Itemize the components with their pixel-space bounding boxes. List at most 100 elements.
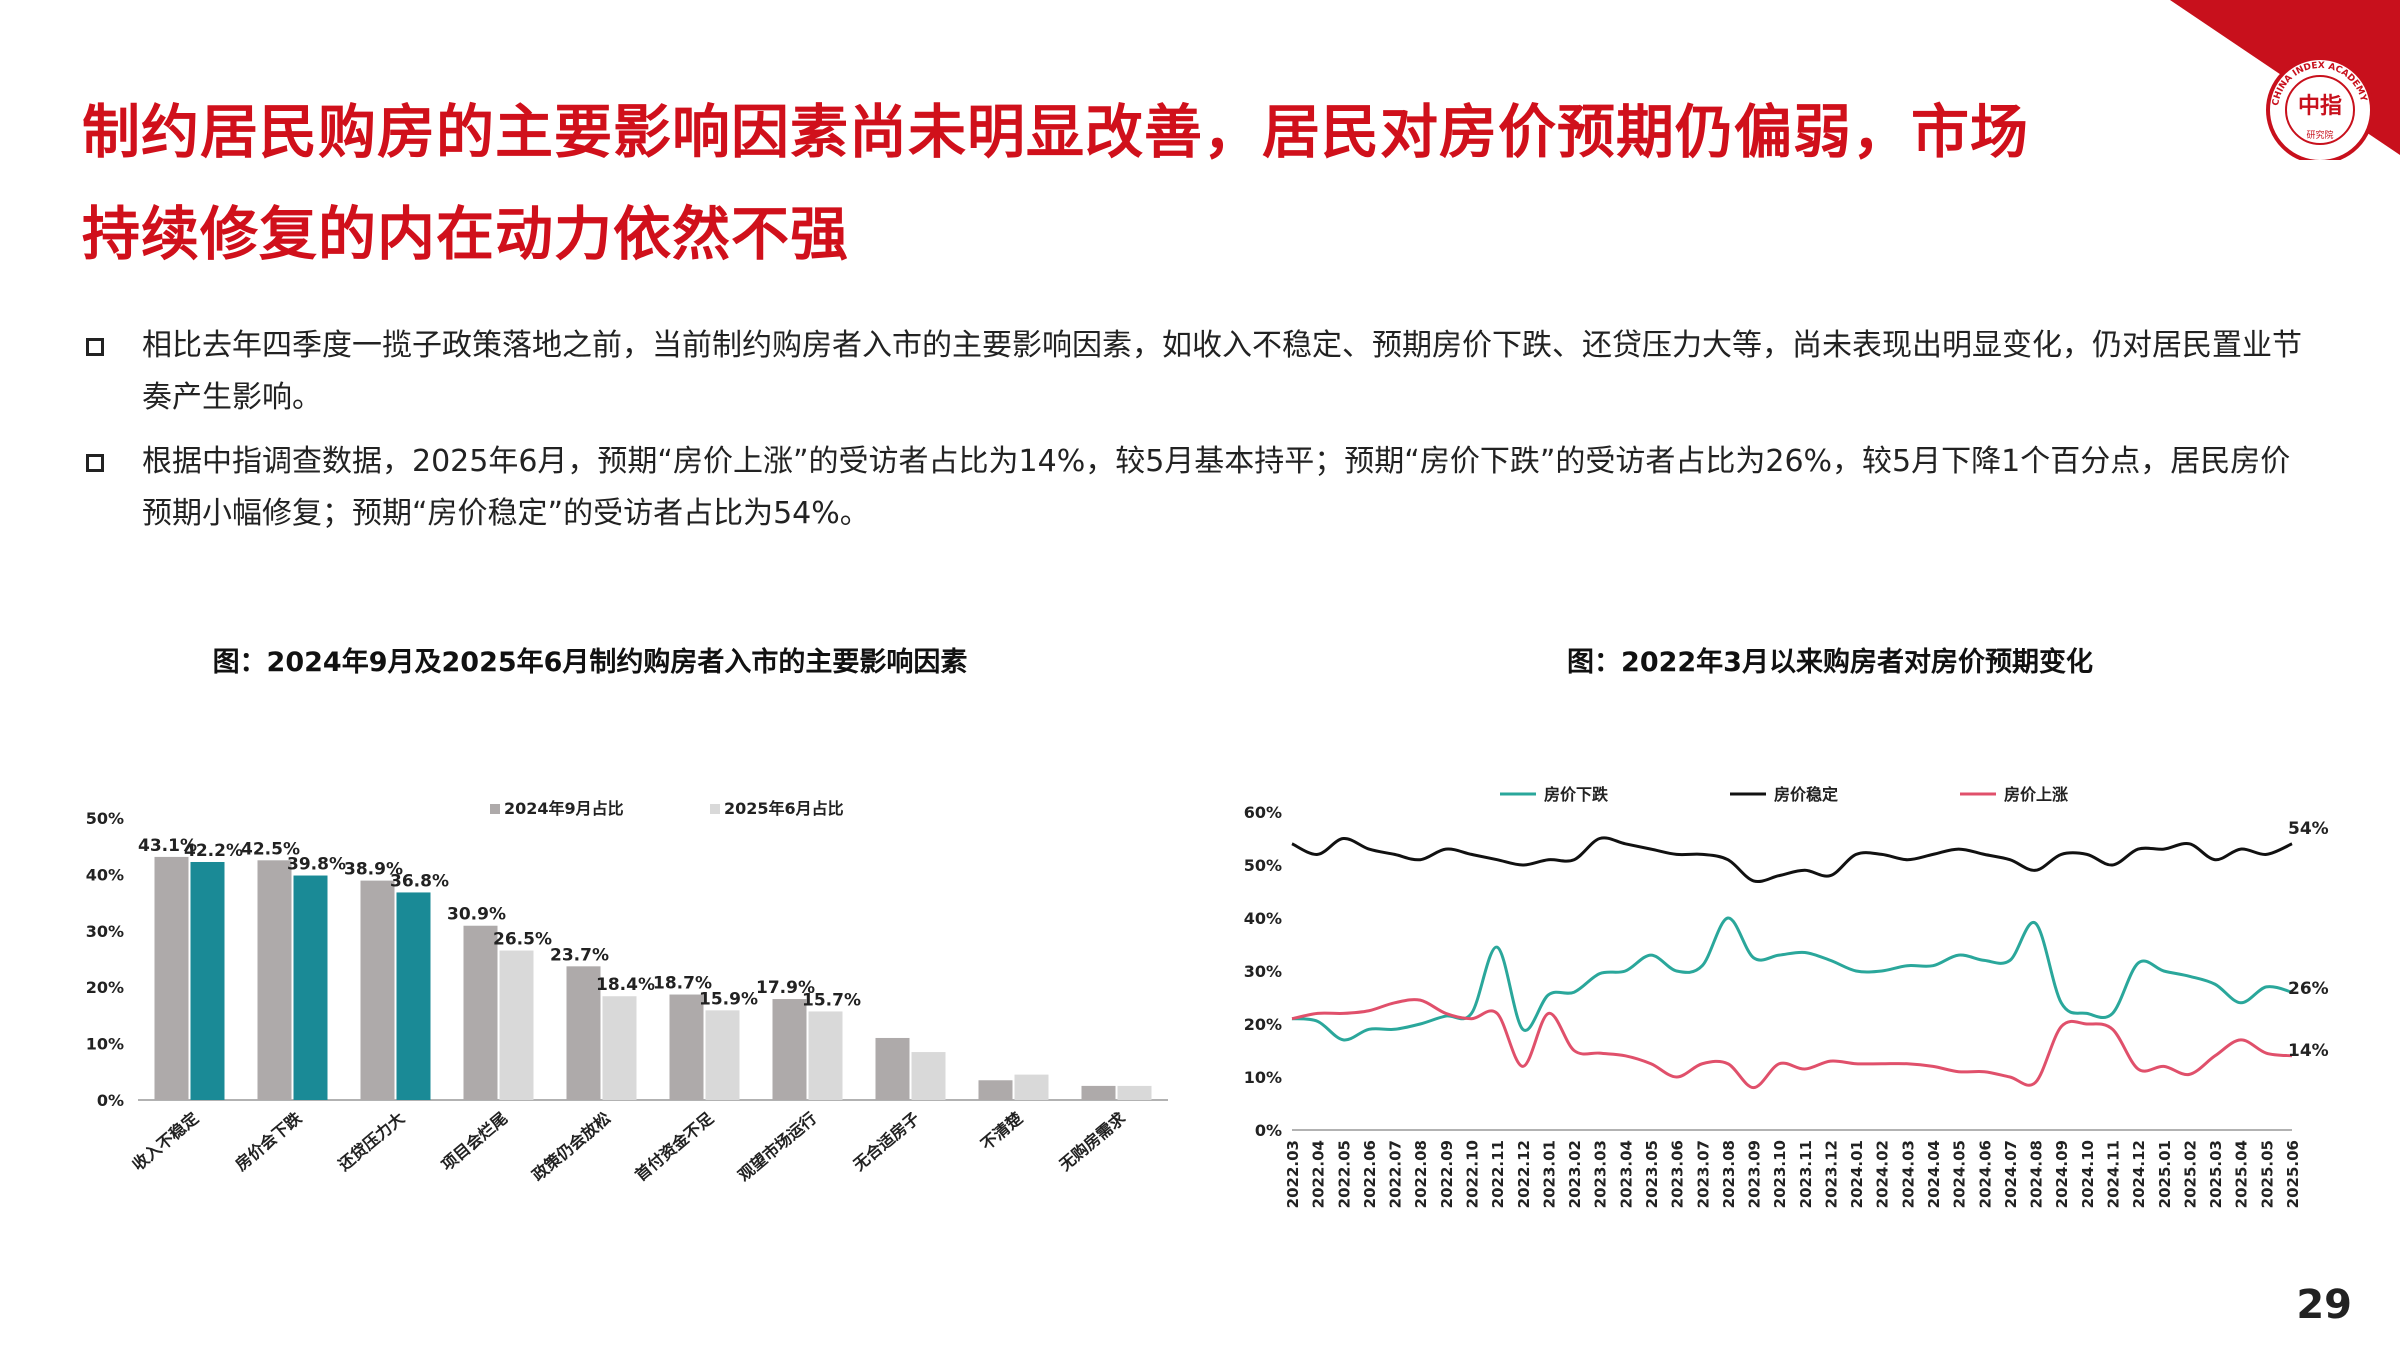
x-category-label: 项目会烂尾 xyxy=(438,1109,512,1175)
x-tick-label: 2023.11 xyxy=(1797,1140,1815,1208)
bar xyxy=(978,1080,1013,1100)
bar xyxy=(1117,1085,1152,1100)
x-tick-label: 2022.04 xyxy=(1310,1140,1328,1208)
bar-value-label: 15.7% xyxy=(802,990,861,1010)
x-tick-label: 2022.10 xyxy=(1463,1140,1481,1208)
bar xyxy=(602,996,637,1100)
series-line xyxy=(1291,836,2293,884)
bar xyxy=(808,1011,843,1100)
legend-swatch xyxy=(710,804,720,814)
legend-label: 房价上涨 xyxy=(2004,785,2068,804)
x-tick-label: 2023.02 xyxy=(1566,1140,1584,1208)
y-tick-label: 40% xyxy=(86,865,124,884)
bar xyxy=(396,892,431,1100)
bar xyxy=(293,875,328,1100)
x-tick-label: 2024.08 xyxy=(2028,1140,2046,1208)
x-tick-label: 2024.01 xyxy=(1848,1140,1866,1208)
x-category-label: 收入不稳定 xyxy=(129,1109,203,1175)
x-tick-label: 2025.06 xyxy=(2284,1140,2302,1208)
x-tick-label: 2024.02 xyxy=(1874,1140,1892,1208)
line-chart-title: 图：2022年3月以来购房者对房价预期变化 xyxy=(1567,647,2093,678)
x-tick-label: 2022.11 xyxy=(1489,1140,1507,1208)
x-tick-label: 2024.07 xyxy=(2002,1140,2020,1208)
x-category-label: 不清楚 xyxy=(977,1108,1027,1154)
x-tick-label: 2024.03 xyxy=(1899,1140,1917,1208)
page-title-line1: 制约居民购房的主要影响因素尚未明显改善，居民对房价预期仍偏弱，市场 xyxy=(82,98,2030,166)
logo-corner: CHINA INDEX ACADEMY 中指 研究院 xyxy=(2170,0,2400,160)
bar-value-label: 18.7% xyxy=(653,974,712,994)
x-tick-label: 2024.10 xyxy=(2079,1140,2097,1208)
x-category-label: 首付资金不足 xyxy=(631,1108,718,1185)
x-tick-label: 2023.12 xyxy=(1822,1140,1840,1208)
legend-label: 房价稳定 xyxy=(1774,785,1838,804)
bar-value-label: 43.1% xyxy=(138,836,197,856)
bar xyxy=(772,999,807,1100)
page-title-line2: 持续修复的内在动力依然不强 xyxy=(82,200,850,268)
x-tick-label: 2023.10 xyxy=(1771,1140,1789,1208)
x-tick-label: 2022.03 xyxy=(1284,1140,1302,1208)
y-tick-label: 30% xyxy=(86,922,124,941)
bar xyxy=(154,856,189,1100)
y-tick-label: 20% xyxy=(86,978,124,997)
x-tick-label: 2024.06 xyxy=(1976,1140,1994,1208)
series-end-label: 26% xyxy=(2288,979,2329,999)
series-line xyxy=(1291,998,2293,1090)
bar xyxy=(911,1052,946,1100)
bar xyxy=(1081,1085,1116,1100)
bar xyxy=(1014,1074,1049,1100)
y-tick-label: 10% xyxy=(1244,1068,1282,1087)
x-tick-label: 2023.03 xyxy=(1592,1140,1610,1208)
bar xyxy=(360,880,395,1100)
x-tick-label: 2023.09 xyxy=(1746,1140,1764,1208)
x-category-label: 无合适房子 xyxy=(849,1109,923,1176)
legend-label: 房价下跌 xyxy=(1544,785,1609,804)
x-tick-label: 2022.08 xyxy=(1412,1140,1430,1208)
line-chart: 房价下跌 房价稳定 房价上涨 0% 10% 20% 30% 40% 50% 60% 2022.03 2… xyxy=(1244,785,2329,1208)
x-tick-label: 2025.02 xyxy=(2181,1140,2199,1208)
x-tick-label: 2022.09 xyxy=(1438,1140,1456,1208)
y-tick-label: 0% xyxy=(97,1091,124,1110)
x-tick-label: 2023.01 xyxy=(1540,1140,1558,1208)
x-tick-label: 2023.06 xyxy=(1669,1140,1687,1208)
bar-value-label: 36.8% xyxy=(390,871,449,891)
bar-value-label: 18.4% xyxy=(596,975,655,995)
x-tick-label: 2025.03 xyxy=(2207,1140,2225,1208)
x-tick-label: 2023.08 xyxy=(1720,1140,1738,1208)
x-category-label: 观望市场运行 xyxy=(734,1109,820,1185)
y-tick-label: 10% xyxy=(86,1035,124,1054)
x-tick-label: 2025.05 xyxy=(2258,1140,2276,1208)
bar-chart: 2024年9月占比 2025年6月占比 0% 10% 20% 30% 40% 50% 43.1%… xyxy=(86,799,1168,1185)
x-category-label: 政策仍会放松 xyxy=(528,1109,614,1185)
y-tick-label: 0% xyxy=(1255,1121,1282,1140)
x-tick-label: 2023.05 xyxy=(1643,1140,1661,1208)
bullet-text: 相比去年四季度一揽子政策落地之前，当前制约购房者入市的主要影响因素，如收入不稳定… xyxy=(142,328,2302,415)
logo-bottom-text: 研究院 xyxy=(2306,129,2333,141)
bullet-text: 根据中指调查数据，2025年6月，预期“房价上涨”的受访者占比为14%，较5月基… xyxy=(142,444,2291,531)
bar xyxy=(499,950,534,1100)
y-tick-label: 40% xyxy=(1244,909,1282,928)
bar xyxy=(705,1010,740,1100)
bar-chart-title: 图：2024年9月及2025年6月制约购房者入市的主要影响因素 xyxy=(212,647,968,678)
x-tick-label: 2022.05 xyxy=(1335,1140,1353,1208)
x-tick-label: 2023.04 xyxy=(1617,1140,1635,1208)
y-tick-label: 20% xyxy=(1244,1015,1282,1034)
bar xyxy=(463,925,498,1100)
bar-value-label: 39.8% xyxy=(287,855,346,875)
bar-value-label: 15.9% xyxy=(699,989,758,1009)
bar-value-label: 42.2% xyxy=(184,841,243,861)
bullet-item: 相比去年四季度一揽子政策落地之前，当前制约购房者入市的主要影响因素，如收入不稳定… xyxy=(82,320,2312,424)
x-tick-label: 2024.12 xyxy=(2130,1140,2148,1208)
x-tick-label: 2024.11 xyxy=(2105,1140,2123,1208)
x-tick-label: 2024.05 xyxy=(1951,1140,1969,1208)
bullet-list: 相比去年四季度一揽子政策落地之前，当前制约购房者入市的主要影响因素，如收入不稳定… xyxy=(82,320,2312,552)
series-line xyxy=(1291,916,2293,1042)
bullet-item: 根据中指调查数据，2025年6月，预期“房价上涨”的受访者占比为14%，较5月基… xyxy=(82,436,2312,540)
y-tick-label: 60% xyxy=(1244,803,1282,822)
x-tick-label: 2025.01 xyxy=(2156,1140,2174,1208)
bar-value-label: 30.9% xyxy=(447,905,506,925)
bullet-square-icon xyxy=(86,454,104,472)
page-number: 29 xyxy=(2296,1282,2352,1328)
y-tick-label: 50% xyxy=(1244,856,1282,875)
bar-value-label: 42.5% xyxy=(241,839,300,859)
x-tick-label: 2022.12 xyxy=(1515,1140,1533,1208)
